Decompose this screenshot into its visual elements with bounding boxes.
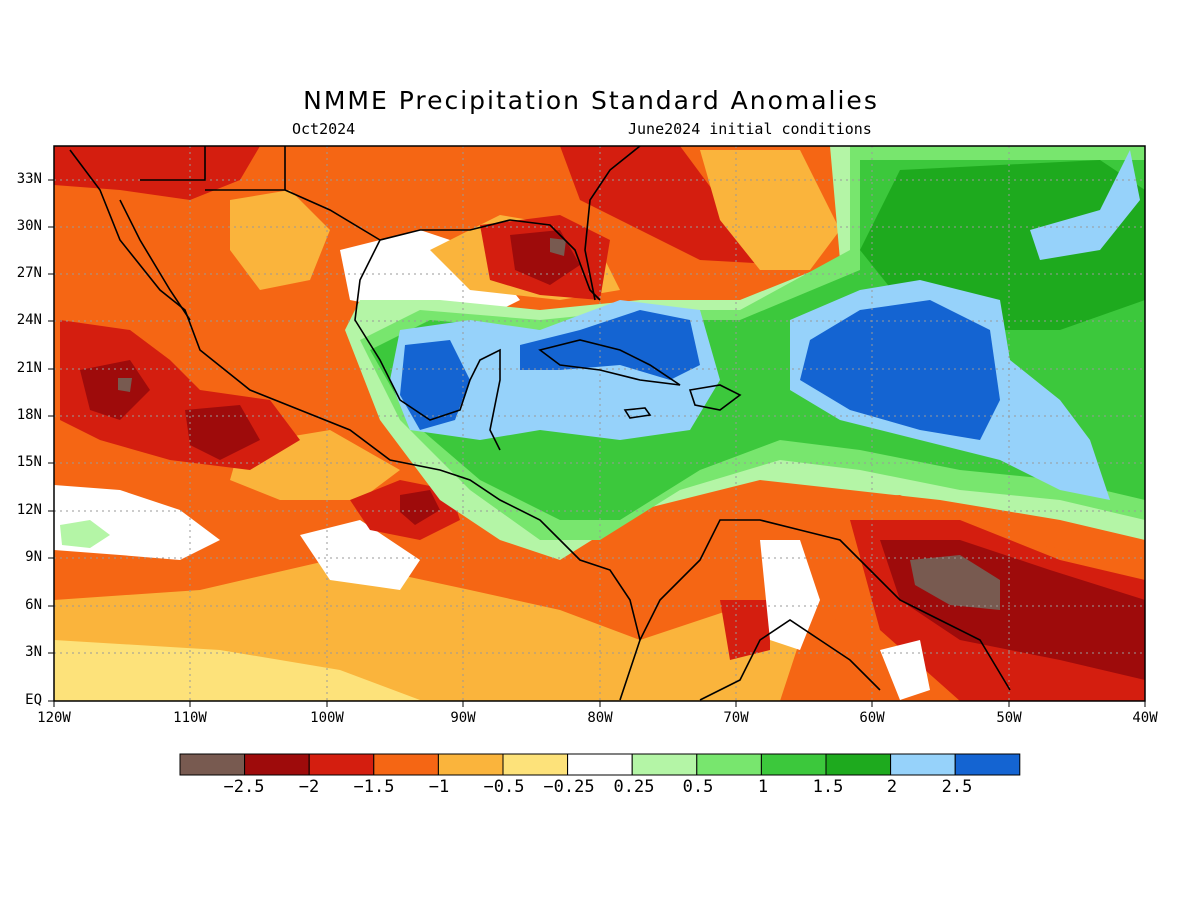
legend-swatch (760, 753, 827, 776)
lon-label-90w: 90W (450, 710, 476, 726)
field-marginally-wet-west (60, 520, 110, 548)
field-extreme-wet-atlantic (800, 300, 1000, 440)
border-us-mexico (140, 146, 381, 241)
legend-swatch (502, 753, 569, 776)
coastlines (69, 146, 1011, 701)
field-slightly-dry-north (230, 190, 330, 290)
lon-label-100w: 100W (310, 710, 344, 726)
coastline-baja (119, 199, 191, 321)
legend-swatch (437, 753, 504, 776)
field-strong-wet-ne (1030, 150, 1140, 260)
lat-label-eq: EQ (25, 692, 42, 708)
valid-month-label: Oct2024 (292, 120, 356, 138)
lat-label-18n: 18N (16, 407, 42, 423)
legend-label: 1 (757, 777, 769, 797)
field-strong-dry-florida (550, 238, 566, 256)
init-conditions-label: June2024 initial conditions (628, 120, 872, 138)
legend-label: 2 (886, 777, 898, 797)
legend-label: 0.5 (682, 777, 714, 797)
field-extreme-wet-cuba (520, 310, 700, 380)
field-near-normal-pacific (300, 520, 420, 590)
legend-swatch (890, 753, 956, 776)
lat-label-6n: 6N (25, 597, 42, 613)
field-extreme-wet-caribbean (400, 340, 470, 430)
legend-label: −1 (428, 777, 450, 797)
legend-label: −1.5 (353, 777, 395, 797)
field-strong-dry-mexico (118, 378, 132, 392)
lon-label-60w: 60W (859, 710, 885, 726)
legend-swatch (696, 753, 762, 776)
legend-label: −0.25 (543, 777, 595, 797)
field-near-normal-sa (760, 540, 820, 650)
legend-colorbar (179, 753, 1021, 776)
coastline-orinoco (699, 619, 881, 701)
lat-label-9n: 9N (25, 549, 42, 565)
lat-label-15n: 15N (16, 454, 42, 470)
lon-label-80w: 80W (587, 710, 613, 726)
coastline-cuba (538, 339, 681, 386)
lon-label-120w: 120W (37, 710, 71, 726)
legend-label: −0.5 (483, 777, 525, 797)
lat-label-12n: 12N (16, 502, 42, 518)
lat-label-21n: 21N (16, 360, 42, 376)
graticule (54, 146, 1145, 701)
legend-swatch (308, 753, 375, 776)
coastline-jamaica (623, 407, 652, 419)
field-strong-dry-sa (910, 555, 1000, 610)
lat-label-3n: 3N (25, 644, 42, 660)
legend-swatch (179, 753, 246, 776)
lat-label-27n: 27N (16, 265, 42, 281)
coastline-north-america (69, 149, 641, 701)
coastline-us-gulf (379, 219, 601, 301)
legend-label: −2 (298, 777, 320, 797)
field-near-normal-sa-2 (880, 640, 930, 700)
legend-label: 1.5 (812, 777, 844, 797)
legend-label: 2.5 (941, 777, 973, 797)
legend-swatch (631, 753, 698, 776)
coastline-south-america (639, 519, 1011, 691)
map-title: NMME Precipitation Standard Anomalies (303, 86, 879, 115)
lon-label-70w: 70W (723, 710, 749, 726)
coastline-hispaniola (688, 384, 742, 411)
lat-label-33n: 33N (16, 171, 42, 187)
lon-label-50w: 50W (996, 710, 1022, 726)
field-very-dry-mexico (80, 360, 150, 420)
field-very-dry-pacific-core (400, 490, 440, 525)
anomaly-field (54, 146, 1145, 701)
lat-label-24n: 24N (16, 312, 42, 328)
legend-swatch (244, 753, 310, 776)
field-very-dry-mexico-2 (185, 405, 260, 460)
legend-label: −2.5 (223, 777, 265, 797)
legend-swatch (373, 753, 439, 776)
axis-ticks (48, 179, 1146, 707)
lon-label-40w: 40W (1132, 710, 1158, 726)
legend-swatch (567, 753, 633, 776)
lon-label-110w: 110W (173, 710, 207, 726)
legend-swatch (825, 753, 892, 776)
legend-label: 0.25 (613, 777, 655, 797)
field-marginally-dry-south (54, 640, 420, 701)
lat-label-30n: 30N (16, 218, 42, 234)
coastline-gulf (354, 239, 501, 451)
field-dry-north-west (54, 146, 260, 200)
coastline-us-east (584, 146, 641, 301)
legend-swatch (954, 753, 1021, 776)
